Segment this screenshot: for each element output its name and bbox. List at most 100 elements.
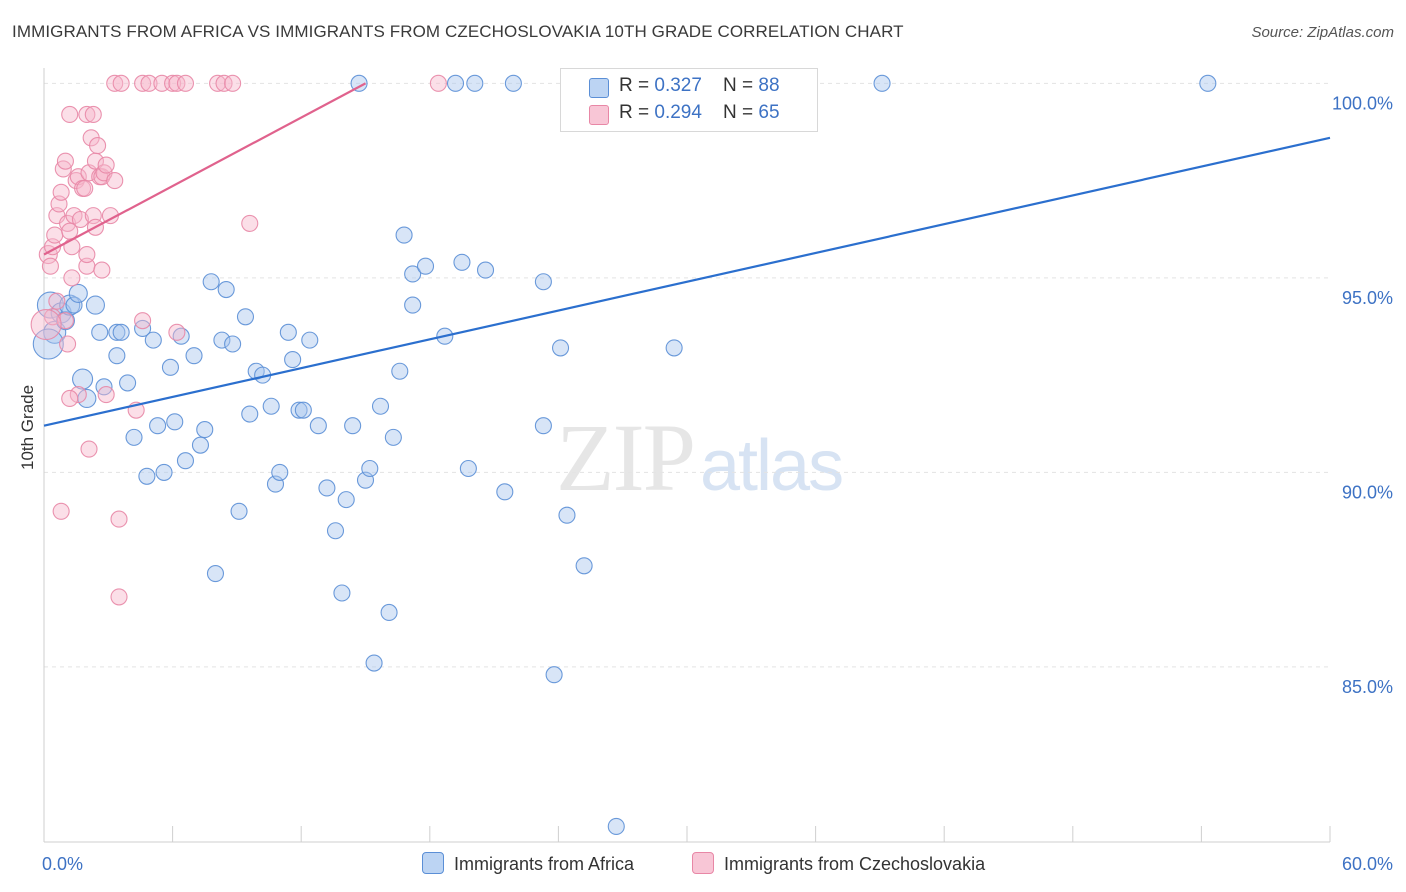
czechoslovakia-point (69, 386, 87, 404)
czechoslovakia-point (209, 74, 227, 92)
czechoslovakia-point (97, 156, 115, 174)
africa-point (119, 374, 137, 392)
africa-point (213, 331, 231, 349)
legend-item-czechoslovakia: Immigrants from Czechoslovakia (692, 852, 985, 876)
czechoslovakia-point (134, 74, 152, 92)
czechoslovakia-point (44, 308, 62, 326)
africa-point (361, 459, 379, 478)
czechoslovakia-point (215, 74, 233, 92)
czechoslovakia-point (241, 214, 259, 232)
africa-point (108, 347, 126, 365)
africa-point (236, 308, 255, 326)
africa-point (279, 323, 297, 341)
africa-point (206, 565, 225, 583)
africa-point (404, 265, 422, 283)
czechoslovakia-point (61, 389, 79, 408)
stats-legend: R = 0.327 N = 88 R = 0.294 N = 65 (560, 68, 818, 132)
n-label: N = (723, 75, 759, 96)
czechoslovakia-point (106, 172, 124, 190)
africa-point (284, 351, 302, 369)
africa-point (344, 417, 362, 435)
czechoslovakia-point (429, 74, 447, 92)
africa-point (459, 459, 477, 478)
axes (43, 68, 1331, 843)
africa-point (534, 273, 552, 291)
watermark-zip: ZIP (556, 404, 696, 511)
africa-point (72, 368, 94, 390)
africa-point (1199, 74, 1217, 92)
n-label: N = (723, 102, 759, 123)
africa-point (166, 413, 184, 431)
czechoslovakia-point (63, 269, 81, 287)
y-tick-label: 90.0% (1342, 482, 1393, 502)
czechoslovakia-point (176, 74, 195, 92)
africa-point (446, 74, 465, 92)
czechoslovakia-point (140, 74, 158, 92)
africa-trend-line (43, 136, 1331, 427)
x-tick-label: 0.0% (42, 854, 83, 874)
grid-lines (44, 82, 1330, 668)
africa-point (196, 421, 214, 439)
czechoslovakia-point (112, 74, 130, 92)
africa-point (337, 491, 355, 509)
africa-point (384, 428, 402, 446)
africa-point (380, 603, 398, 622)
chart-source: Source: ZipAtlas.com (1251, 24, 1394, 41)
czechoslovakia-point (71, 210, 89, 229)
africa-point (665, 339, 683, 357)
stats-text-czechoslovakia: R = 0.294 N = 65 (619, 102, 780, 124)
africa-point (230, 502, 248, 520)
czechoslovakia-point (106, 74, 124, 92)
africa-point (545, 666, 563, 684)
czechoslovakia-point (30, 309, 62, 341)
africa-point (155, 463, 173, 481)
czechoslovakia-point (52, 183, 70, 201)
africa-point (873, 74, 891, 92)
stats-text-africa: R = 0.327 N = 88 (619, 75, 780, 97)
czechoslovakia-point (84, 105, 102, 124)
legend-czechoslovakia-swatch (692, 852, 714, 874)
africa-point (65, 296, 83, 314)
y-axis-label: 10th Grade (18, 384, 37, 470)
data-points (30, 74, 1217, 835)
africa-point (453, 253, 471, 271)
africa-point (217, 280, 235, 299)
czechoslovakia-point (52, 502, 70, 520)
czechoslovakia-point (56, 152, 74, 170)
africa-point (309, 417, 327, 435)
czechoslovakia-point (61, 105, 79, 124)
czechoslovakia-trend-line (43, 82, 367, 256)
czechoslovakia-point (168, 74, 186, 92)
y-tick-label: 95.0% (1342, 288, 1393, 308)
africa-point (416, 257, 435, 275)
africa-point (202, 273, 220, 291)
africa-point (91, 323, 109, 341)
africa-point (161, 358, 180, 376)
legend-czechoslovakia-label: Immigrants from Czechoslovakia (724, 854, 986, 874)
africa-point (241, 405, 259, 423)
czechoslovakia-point (168, 323, 186, 341)
czechoslovakia-point (224, 74, 242, 92)
africa-r-value: 0.327 (654, 75, 702, 96)
czechoslovakia-point (134, 312, 152, 330)
africa-point (391, 362, 409, 380)
czechoslovakia-point (110, 588, 128, 606)
africa-point (108, 323, 126, 341)
africa-point (371, 397, 390, 415)
africa-point (551, 339, 570, 357)
czechoslovakia-swatch (589, 105, 609, 125)
africa-point (534, 417, 552, 435)
africa-point (68, 283, 88, 303)
africa-swatch (589, 78, 609, 98)
watermark-atlas: atlas (700, 426, 844, 506)
africa-point (404, 296, 422, 314)
r-label: R = (619, 75, 655, 96)
czechoslovakia-point (41, 257, 59, 275)
africa-point (185, 347, 203, 365)
africa-point (224, 335, 242, 353)
africa-point (607, 817, 625, 835)
africa-point (466, 74, 484, 92)
legend-africa-swatch (422, 852, 444, 874)
czechoslovakia-point (164, 74, 182, 92)
